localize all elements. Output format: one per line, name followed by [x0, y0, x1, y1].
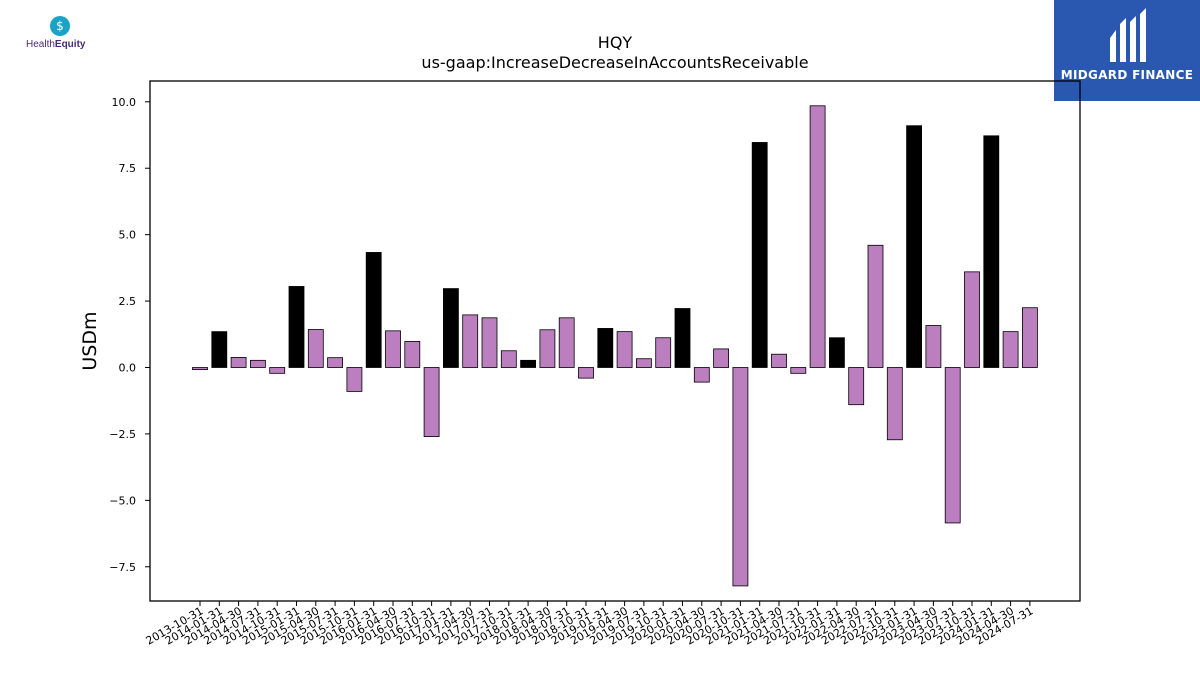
bar-2014-07-31 [249, 359, 266, 368]
bar-2021-01-31 [751, 142, 768, 368]
midgard-finance-logo: MIDGARD FINANCE [1054, 0, 1200, 101]
y-tick-label: 5.0 [119, 229, 137, 242]
bar-2017-01-31 [442, 288, 459, 368]
y-axis: −7.5 −5.0 −2.5 0.0 2.5 5.0 7.5 10.0 [109, 96, 150, 574]
bar-2016-10-31 [423, 367, 440, 437]
healthequity-logo-text: HealthEquity [26, 39, 86, 50]
bar-2016-07-31 [404, 341, 421, 368]
bar-2015-07-31 [327, 357, 344, 368]
bar-2018-10-31 [578, 367, 594, 379]
midgard-logo-mark-icon [1110, 8, 1146, 62]
bar-2019-04-30 [616, 331, 633, 368]
bar-2019-10-31 [655, 337, 672, 368]
x-axis: 2013-10-312014-01-312014-04-302014-07-31… [144, 601, 1035, 648]
bar-2017-07-31 [481, 317, 498, 368]
bar-2018-01-31 [520, 359, 536, 368]
bar-2021-07-31 [790, 367, 807, 374]
plot-frame [149, 80, 1081, 602]
midgard-logo-text: MIDGARD FINANCE [1060, 68, 1194, 82]
bar-2022-04-30 [848, 367, 865, 406]
bar-2022-07-31 [867, 244, 884, 368]
bar-2024-04-30 [1002, 331, 1019, 368]
chart-subtitle: us-gaap:IncreaseDecreaseInAccountsReceiv… [421, 53, 809, 72]
bar-2015-04-30 [307, 329, 324, 368]
bar-2020-10-31 [732, 367, 749, 587]
bar-2013-10-31 [192, 367, 208, 371]
bar-2022-10-31 [886, 367, 903, 441]
bar-2018-07-31 [558, 317, 575, 368]
y-tick-label: 0.0 [119, 362, 137, 375]
y-tick-label: −2.5 [109, 428, 136, 441]
bar-2021-04-30 [771, 353, 787, 368]
bar-2015-01-31 [288, 286, 305, 368]
bar-2015-10-31 [346, 367, 363, 392]
bar-2024-01-31 [983, 135, 1000, 368]
bar-2024-07-31 [1022, 307, 1038, 368]
bar-2023-07-31 [944, 367, 961, 524]
bar-2023-01-31 [906, 125, 922, 368]
y-axis-label: USDm [79, 311, 101, 370]
bar-2016-04-30 [385, 330, 401, 368]
bar-2022-01-31 [829, 337, 845, 368]
bar-2014-01-31 [211, 331, 228, 368]
bar-series [192, 105, 1038, 587]
chart-title: HQY [597, 33, 633, 52]
bar-2020-01-31 [674, 308, 691, 368]
bar-2014-04-30 [230, 357, 247, 368]
y-tick-label: 10.0 [112, 96, 137, 109]
bar-2016-01-31 [365, 252, 382, 368]
bar-2019-01-31 [597, 328, 614, 368]
bar-2017-10-31 [500, 350, 517, 368]
y-tick-label: 7.5 [119, 162, 137, 175]
y-tick-label: 2.5 [119, 295, 137, 308]
y-tick-label: −5.0 [109, 494, 136, 507]
bar-2020-04-30 [693, 367, 710, 383]
bar-2017-04-30 [462, 314, 479, 368]
bar-2018-04-30 [539, 329, 556, 368]
y-tick-label: −7.5 [109, 561, 136, 574]
bar-2023-04-30 [925, 325, 942, 368]
bar-2019-07-31 [636, 358, 652, 368]
bar-2014-10-31 [269, 367, 286, 374]
bar-2020-07-31 [713, 348, 729, 368]
healthequity-logo: $ HealthEquity [26, 14, 106, 54]
bar-2021-10-31 [809, 105, 826, 368]
healthequity-logo-icon: $ [50, 16, 70, 36]
bar-2023-10-31 [964, 271, 980, 368]
